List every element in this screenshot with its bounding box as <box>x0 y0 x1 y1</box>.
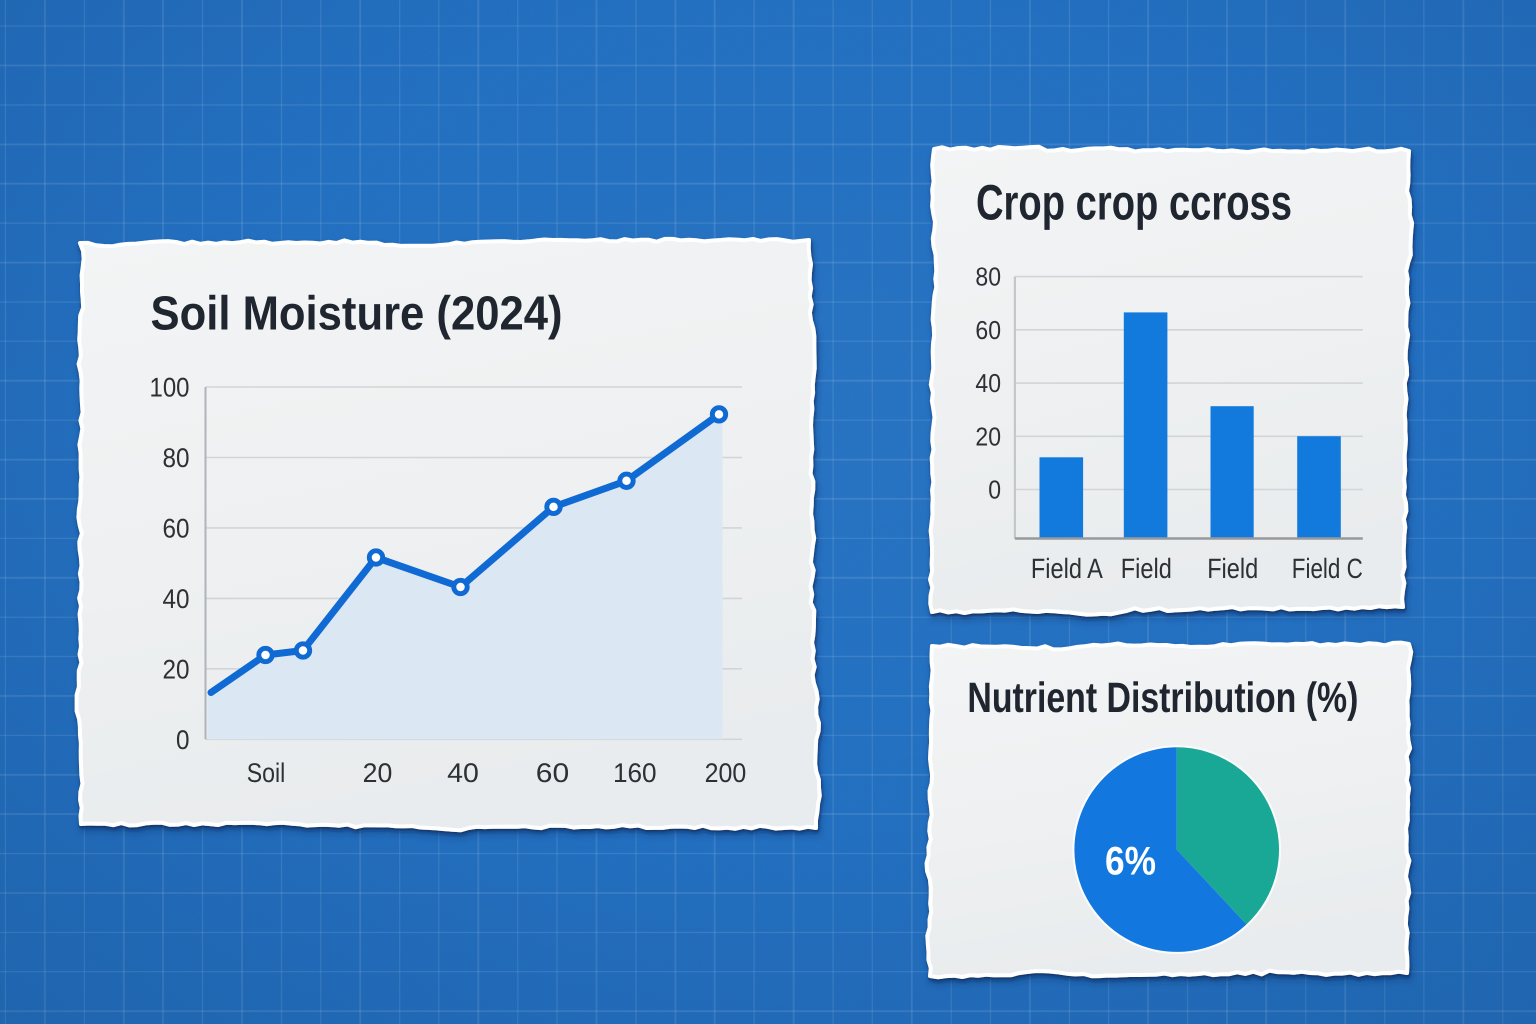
svg-text:Field: Field <box>1207 553 1258 584</box>
svg-text:60: 60 <box>163 513 190 543</box>
svg-text:100: 100 <box>150 373 190 403</box>
svg-text:60: 60 <box>975 315 1001 345</box>
svg-text:0: 0 <box>988 475 1001 505</box>
svg-text:Crop crop ccross: Crop crop ccross <box>976 175 1292 231</box>
svg-text:200: 200 <box>705 758 747 788</box>
svg-text:Nutrient Distribution (%): Nutrient Distribution (%) <box>967 675 1358 722</box>
svg-text:Field A: Field A <box>1031 553 1103 584</box>
svg-text:160: 160 <box>613 758 657 788</box>
svg-text:40: 40 <box>447 758 479 788</box>
svg-text:6%: 6% <box>1105 840 1156 884</box>
svg-text:0: 0 <box>176 725 190 755</box>
svg-text:20: 20 <box>363 758 393 788</box>
svg-text:80: 80 <box>975 262 1001 292</box>
svg-text:80: 80 <box>163 443 190 473</box>
svg-text:60: 60 <box>536 758 569 788</box>
svg-text:20: 20 <box>975 421 1001 451</box>
svg-text:40: 40 <box>975 368 1001 398</box>
svg-text:Soil: Soil <box>247 758 286 788</box>
svg-text:20: 20 <box>163 654 190 684</box>
svg-text:Field: Field <box>1121 553 1172 584</box>
svg-text:Field C: Field C <box>1292 553 1363 584</box>
svg-text:Soil Moisture (2024): Soil Moisture (2024) <box>151 288 563 341</box>
svg-text:40: 40 <box>163 584 190 614</box>
